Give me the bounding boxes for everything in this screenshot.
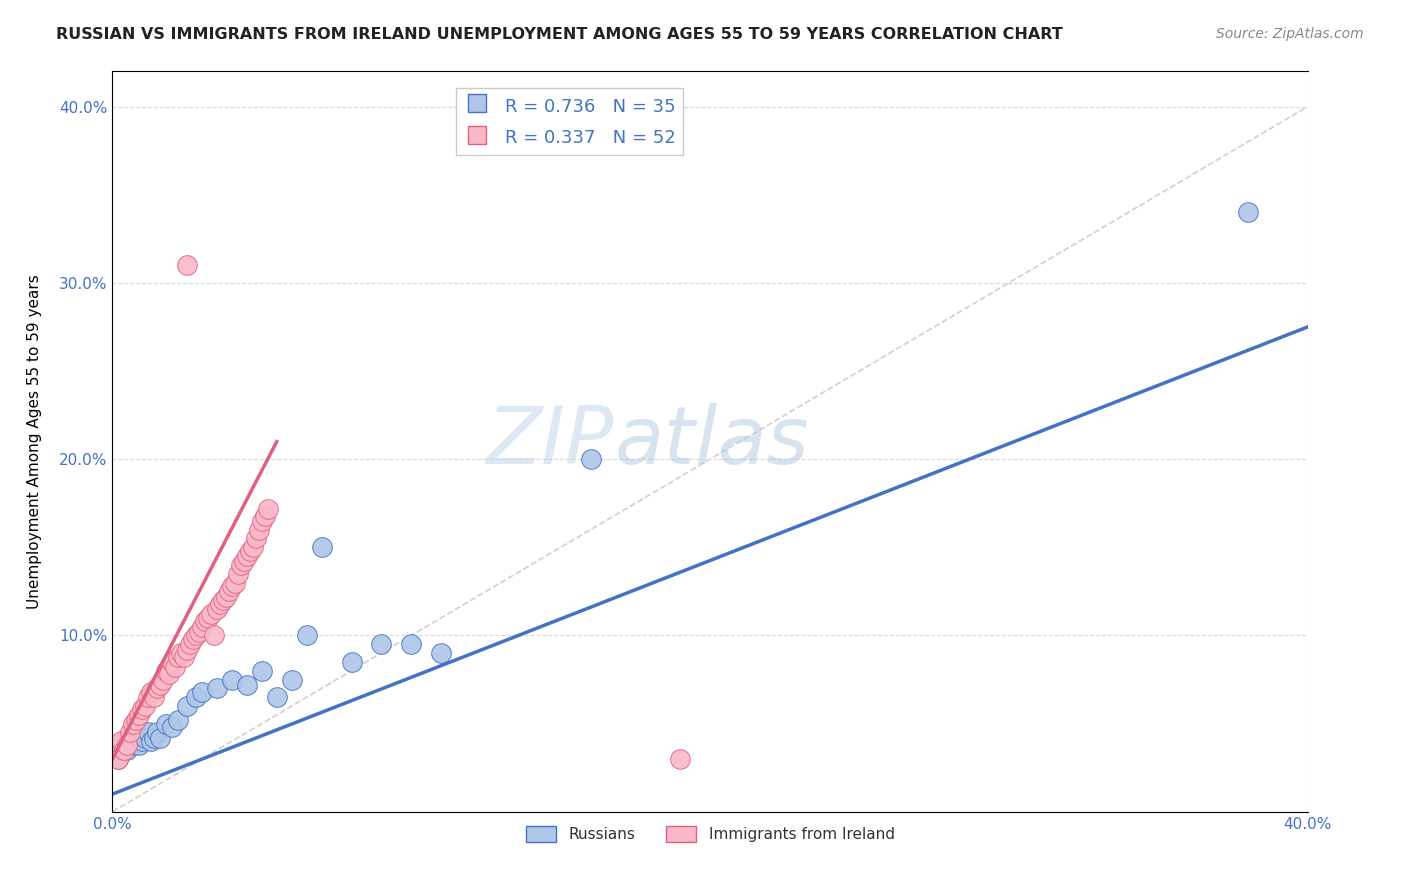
Point xyxy=(122,738,145,752)
Point xyxy=(120,734,142,748)
Point xyxy=(281,673,304,687)
Point xyxy=(125,731,148,745)
Point xyxy=(167,649,190,664)
Point xyxy=(430,646,453,660)
Point xyxy=(141,734,163,748)
Point xyxy=(117,738,139,752)
Point xyxy=(134,731,156,745)
Point xyxy=(221,579,243,593)
Point xyxy=(131,702,153,716)
Point xyxy=(170,646,193,660)
Point xyxy=(186,690,208,705)
Point xyxy=(167,713,190,727)
Point xyxy=(128,707,150,722)
Point xyxy=(250,514,273,528)
Point xyxy=(197,611,219,625)
Point xyxy=(236,678,259,692)
Point xyxy=(152,673,174,687)
Point xyxy=(176,698,198,713)
Point xyxy=(149,731,172,745)
Point xyxy=(194,615,217,629)
Point xyxy=(242,541,264,555)
Point xyxy=(181,632,204,646)
Y-axis label: Unemployment Among Ages 55 to 59 years: Unemployment Among Ages 55 to 59 years xyxy=(28,274,42,609)
Text: atlas: atlas xyxy=(614,402,810,481)
Point xyxy=(266,690,288,705)
Text: ZIP: ZIP xyxy=(486,402,614,481)
Point xyxy=(205,602,228,616)
Point xyxy=(253,508,276,523)
Point xyxy=(155,664,177,678)
Point xyxy=(311,541,333,555)
Point xyxy=(186,628,208,642)
Point xyxy=(245,532,267,546)
Point xyxy=(117,743,139,757)
Point xyxy=(224,575,246,590)
Point xyxy=(176,642,198,657)
Point xyxy=(205,681,228,696)
Point xyxy=(110,743,132,757)
Point xyxy=(138,725,160,739)
Point xyxy=(218,584,240,599)
Point xyxy=(229,558,252,572)
Point xyxy=(209,597,232,611)
Point xyxy=(188,624,211,639)
Point xyxy=(146,725,169,739)
Point xyxy=(125,713,148,727)
Point xyxy=(236,549,259,563)
Point xyxy=(221,673,243,687)
Point xyxy=(370,637,392,651)
Text: Source: ZipAtlas.com: Source: ZipAtlas.com xyxy=(1216,27,1364,41)
Point xyxy=(143,690,166,705)
Point xyxy=(250,664,273,678)
Text: RUSSIAN VS IMMIGRANTS FROM IRELAND UNEMPLOYMENT AMONG AGES 55 TO 59 YEARS CORREL: RUSSIAN VS IMMIGRANTS FROM IRELAND UNEMP… xyxy=(56,27,1063,42)
Point xyxy=(162,655,183,669)
Point xyxy=(114,734,135,748)
Point xyxy=(143,731,166,745)
Point xyxy=(107,752,129,766)
Point xyxy=(179,637,201,651)
Point xyxy=(149,678,172,692)
Point xyxy=(110,734,132,748)
Point xyxy=(128,738,150,752)
Point xyxy=(257,501,280,516)
Point xyxy=(200,607,222,622)
Point xyxy=(134,698,156,713)
Point xyxy=(138,690,160,705)
Point xyxy=(239,544,262,558)
Point xyxy=(114,743,135,757)
Point xyxy=(226,566,249,581)
Point xyxy=(165,660,187,674)
Point xyxy=(146,681,169,696)
Legend: Russians, Immigrants from Ireland: Russians, Immigrants from Ireland xyxy=(519,821,901,848)
Point xyxy=(247,523,270,537)
Point xyxy=(340,655,363,669)
Point xyxy=(131,734,153,748)
Point xyxy=(176,258,198,272)
Point xyxy=(157,667,180,681)
Point xyxy=(1237,205,1260,219)
Point xyxy=(107,752,129,766)
Point xyxy=(141,685,163,699)
Point xyxy=(202,628,225,642)
Point xyxy=(669,752,692,766)
Point xyxy=(191,685,214,699)
Point xyxy=(155,716,177,731)
Point xyxy=(215,590,238,604)
Point xyxy=(162,720,183,734)
Point xyxy=(173,649,195,664)
Point xyxy=(212,593,235,607)
Point xyxy=(579,452,602,467)
Point xyxy=(401,637,423,651)
Point xyxy=(191,619,214,633)
Point xyxy=(120,725,142,739)
Point xyxy=(122,716,145,731)
Point xyxy=(233,554,256,568)
Point xyxy=(295,628,318,642)
